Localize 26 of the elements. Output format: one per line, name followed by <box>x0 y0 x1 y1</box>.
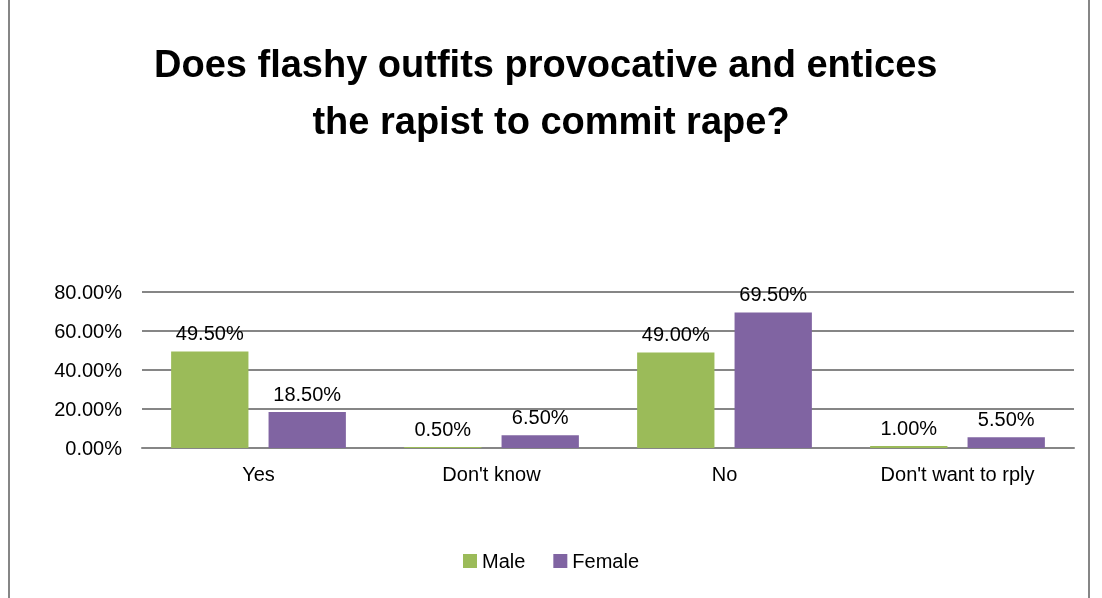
legend-label: Female <box>572 550 640 572</box>
data-label: 18.50% <box>273 382 342 405</box>
x-tick-label: Don't know <box>442 463 542 485</box>
bar <box>637 352 715 448</box>
data-label: 69.50% <box>739 283 808 306</box>
y-tick-label: 80.00% <box>54 281 123 303</box>
y-tick-label: 20.00% <box>54 398 123 420</box>
y-tick-label: 0.00% <box>65 437 123 459</box>
data-label: 5.50% <box>977 408 1035 431</box>
x-tick-label: No <box>711 463 738 485</box>
bar <box>967 437 1045 448</box>
y-tick-label: 40.00% <box>54 359 123 381</box>
bar <box>268 411 346 448</box>
data-label: 6.50% <box>511 406 569 429</box>
y-tick-label: 60.00% <box>54 320 123 342</box>
legend-label: Male <box>481 550 526 572</box>
x-tick-label: Yes <box>242 463 275 485</box>
bar <box>171 351 249 448</box>
bar <box>501 435 579 448</box>
data-label: 1.00% <box>880 417 938 440</box>
data-label: 49.50% <box>175 322 244 345</box>
data-label: 0.50% <box>414 418 472 441</box>
bar <box>734 312 812 448</box>
x-tick-label: Don't want to rply <box>880 463 1035 485</box>
chart-title: Does flashy outfits provocative and entices the rapist to commit rape? <box>154 42 948 142</box>
data-label: 49.00% <box>641 323 710 346</box>
